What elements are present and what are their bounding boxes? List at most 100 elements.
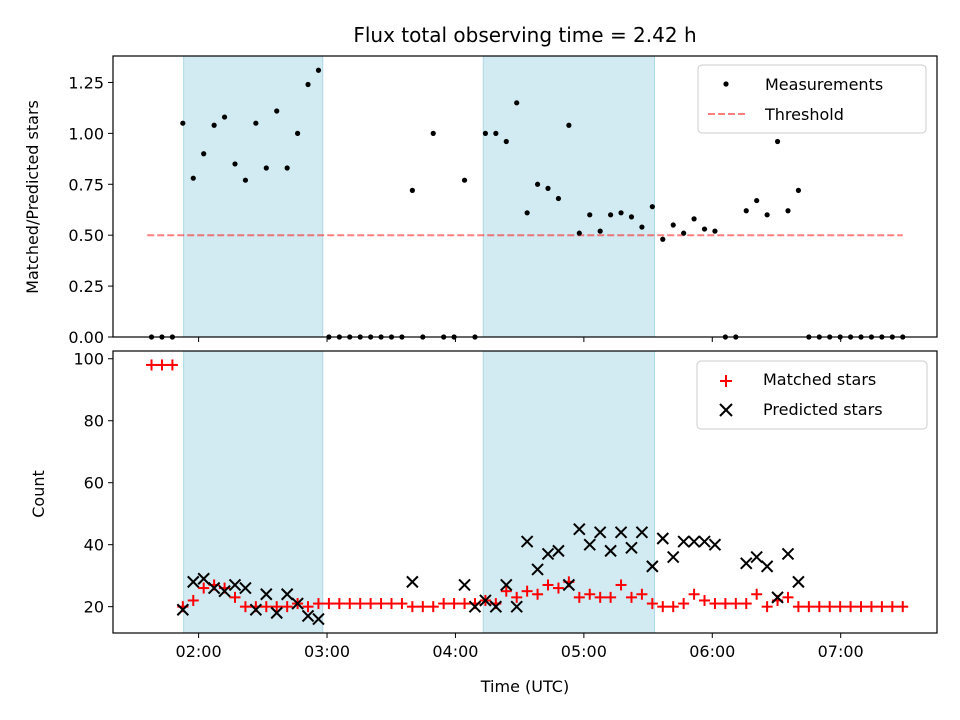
measurement-point xyxy=(649,204,655,210)
measurement-point xyxy=(315,67,322,73)
predicted-star-point xyxy=(489,600,503,613)
measurement-point xyxy=(514,100,520,106)
measurement-point xyxy=(691,216,697,222)
predicted-star-point xyxy=(593,526,607,539)
measurements-points xyxy=(148,67,906,340)
predicted-star-point xyxy=(781,547,795,561)
measurement-point xyxy=(670,222,676,228)
matched-star-point xyxy=(594,591,606,603)
matched-star-point xyxy=(354,598,366,610)
predicted-star-point xyxy=(646,560,659,573)
bottom-x-axis-label: Time (UTC) xyxy=(480,677,569,696)
measurement-point xyxy=(712,228,718,234)
matched-star-point xyxy=(417,601,429,613)
bottom-y-axis-label: Count xyxy=(29,470,48,518)
predicted-star-point xyxy=(656,532,669,545)
measurement-point xyxy=(242,177,249,183)
bottom-ytick-label: 60 xyxy=(84,474,104,493)
bottom-axes-frame xyxy=(112,350,938,634)
top-ytick-label: 0.75 xyxy=(68,175,104,194)
bottom-xtick-label: 06:00 xyxy=(689,642,735,661)
matched-star-point xyxy=(552,582,564,594)
measurement-point xyxy=(221,114,228,120)
measurement-point xyxy=(764,212,770,218)
predicted-star-point xyxy=(239,581,252,595)
measurement-point xyxy=(461,177,468,183)
measurement-point xyxy=(534,181,541,187)
measurement-point xyxy=(587,212,593,218)
top-ytick-label: 1.00 xyxy=(68,124,104,143)
measurement-point xyxy=(608,212,614,218)
matched-star-point xyxy=(521,585,533,597)
predicted-star-point xyxy=(176,603,190,616)
predicted-star-point xyxy=(249,603,263,616)
measurement-point xyxy=(566,122,572,128)
matched-star-point xyxy=(365,598,377,610)
matched-star-point xyxy=(146,359,158,371)
predicted-star-point xyxy=(197,572,210,585)
predicted-stars-points xyxy=(176,522,805,626)
matched-star-point xyxy=(678,598,690,610)
matched-star-point xyxy=(573,591,585,603)
measurement-point xyxy=(597,228,603,234)
measurement-point xyxy=(232,161,238,167)
legend-threshold-label: Threshold xyxy=(764,105,844,124)
matched-star-point xyxy=(396,598,408,610)
matched-star-point xyxy=(511,591,523,603)
predicted-star-point xyxy=(667,550,680,564)
predicted-star-point xyxy=(614,526,628,539)
measurement-point xyxy=(503,138,509,145)
bottom-legend-box xyxy=(696,360,928,430)
predicted-star-point xyxy=(771,591,784,604)
bottom-y-ticks: 20 40 60 80 100 xyxy=(73,350,113,617)
measurement-point xyxy=(743,208,749,214)
matched-star-point xyxy=(636,588,648,600)
predicted-star-point xyxy=(573,522,586,536)
predicted-star-point xyxy=(468,600,482,613)
bottom-xtick-label: 04:00 xyxy=(432,642,478,661)
measurement-point xyxy=(576,230,582,236)
matched-star-point xyxy=(845,601,857,613)
matched-star-point xyxy=(312,598,324,610)
matched-star-point xyxy=(751,588,763,600)
matched-star-point xyxy=(876,601,888,613)
predicted-star-point xyxy=(228,578,242,592)
predicted-star-point xyxy=(207,581,221,595)
bottom-xtick-label: 07:00 xyxy=(818,642,864,661)
measurement-point xyxy=(774,138,781,145)
measurement-point xyxy=(211,122,217,128)
matched-star-point xyxy=(271,601,283,613)
top-ytick-label: 0.00 xyxy=(68,328,104,347)
matched-star-point xyxy=(699,594,711,606)
measurement-point xyxy=(681,230,687,236)
bottom-xtick-label: 02:00 xyxy=(176,642,222,661)
predicted-star-point xyxy=(479,594,492,607)
predicted-star-point xyxy=(458,578,471,592)
matched-star-point xyxy=(782,591,794,603)
matched-star-point xyxy=(344,598,356,610)
predicted-star-point xyxy=(187,575,200,589)
measurement-point xyxy=(294,130,301,136)
matched-star-point xyxy=(406,601,418,613)
matched-star-point xyxy=(719,598,731,610)
measurement-point xyxy=(430,130,436,136)
predicted-star-point xyxy=(260,588,273,601)
top-chart-title: Flux total observing time = 2.42 h xyxy=(353,23,696,47)
matched-star-point xyxy=(459,598,471,610)
matched-star-point xyxy=(855,601,867,613)
shaded-region-1 xyxy=(183,55,324,338)
top-legend: Measurements Threshold xyxy=(697,64,927,134)
predicted-star-point xyxy=(625,541,638,554)
predicted-star-point xyxy=(270,606,283,620)
predicted-star-point xyxy=(510,600,523,613)
measurement-point xyxy=(274,108,280,114)
matched-star-point xyxy=(646,598,658,610)
top-shaded-regions xyxy=(183,55,655,338)
predicted-star-point xyxy=(520,535,534,548)
measurement-point xyxy=(660,236,666,242)
bottom-ytick-label: 40 xyxy=(84,536,104,555)
bottom-legend: Matched stars Predicted stars xyxy=(696,360,928,430)
shaded-region-1 xyxy=(183,350,324,634)
bottom-ytick-label: 80 xyxy=(84,412,104,431)
